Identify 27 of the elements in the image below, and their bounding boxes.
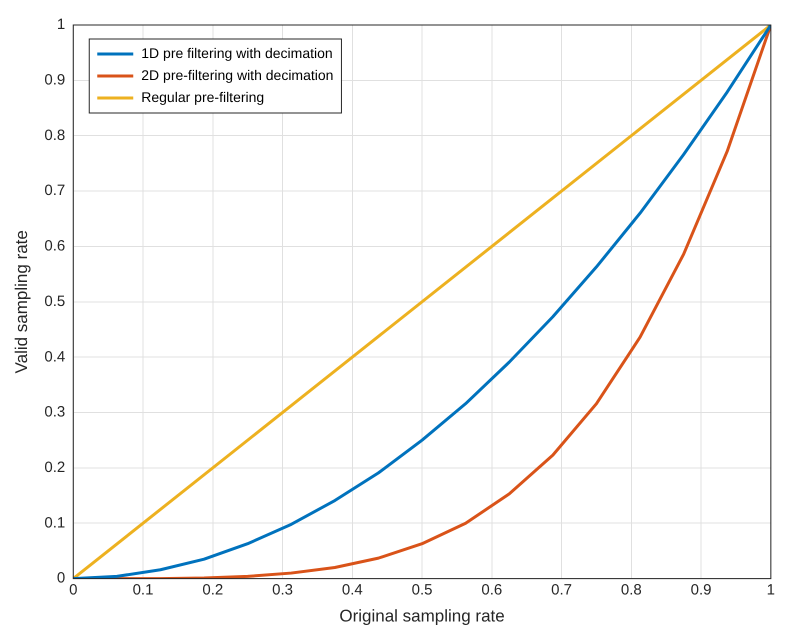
y-tick-label: 0: [56, 570, 66, 587]
x-axis-title: Original sampling rate: [339, 606, 505, 626]
y-tick-label: 1: [56, 16, 66, 34]
x-tick-label: 0.2: [202, 582, 224, 599]
y-tick-label: 0.8: [44, 126, 66, 144]
x-tick-label: 0.4: [342, 582, 363, 599]
x-tick-label: 0.6: [481, 582, 502, 599]
x-tick-label: 0.5: [412, 582, 432, 599]
x-tick-label: 0.3: [272, 582, 293, 599]
legend-label: 1D pre filtering with decimation: [141, 44, 333, 61]
y-tick-label: 0.4: [44, 348, 66, 366]
legend-label: Regular pre-filtering: [141, 88, 264, 105]
legend-label: 2D pre-filtering with decimation: [141, 66, 334, 83]
y-tick-label: 0.2: [44, 459, 66, 476]
x-tick-label: 0.1: [132, 582, 154, 599]
x-tick-label: 0.9: [690, 582, 712, 599]
y-tick-label: 0.1: [44, 514, 66, 532]
y-tick-label: 0.9: [44, 72, 66, 88]
x-tick-label: 0: [69, 582, 78, 599]
y-tick-label: 0.7: [44, 182, 66, 200]
x-tick-label: 0.8: [620, 582, 642, 599]
y-tick-label: 0.6: [44, 238, 66, 255]
x-tick-label: 0.7: [551, 582, 572, 599]
y-tick-label: 0.5: [44, 292, 66, 310]
y-axis-title: Valid sampling rate: [12, 230, 31, 374]
y-tick-label: 0.3: [44, 404, 66, 421]
x-tick-label: 1: [766, 582, 775, 599]
